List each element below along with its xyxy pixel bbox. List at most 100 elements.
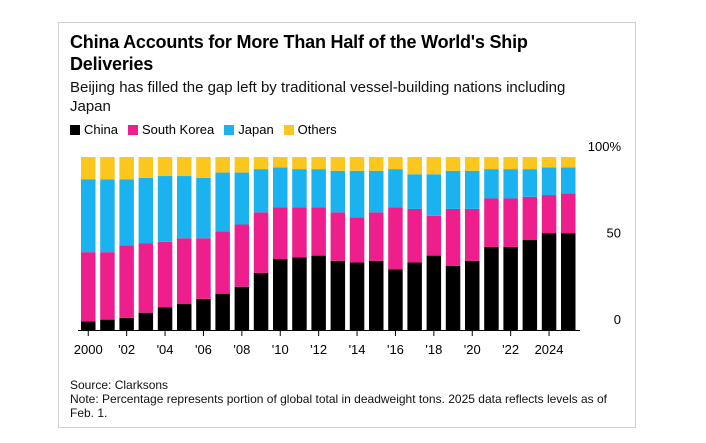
bar-china-2023 (522, 240, 538, 330)
bar-others-2002 (119, 157, 134, 180)
bar-japan-2007 (215, 172, 230, 232)
bar-south-korea-2022 (503, 198, 518, 247)
bar-china-2025 (561, 233, 576, 330)
bar-south-korea-2012 (311, 207, 326, 256)
bar-others-2017 (407, 157, 422, 175)
bar-others-2013 (330, 157, 346, 171)
bar-china-2007 (215, 293, 230, 330)
legend-label-others: Others (297, 122, 337, 137)
bar-china-2008 (234, 286, 250, 330)
legend-label-south-korea: South Korea (141, 122, 215, 137)
bar-others-2001 (100, 157, 115, 180)
x-tick-label: '04 (157, 342, 174, 357)
bar-japan-2020 (465, 170, 480, 209)
x-tick-label: '20 (464, 342, 481, 357)
bar-south-korea-2025 (561, 193, 576, 234)
bar-others-2008 (234, 157, 250, 173)
bar-japan-2010 (273, 167, 288, 208)
bar-china-2019 (445, 265, 461, 330)
legend-swatch-south-korea (127, 125, 138, 135)
bar-south-korea-2004 (157, 241, 173, 308)
x-tick-label: '22 (502, 342, 519, 357)
bar-japan-2014 (349, 170, 365, 218)
bar-others-2003 (138, 157, 154, 178)
bar-japan-2019 (445, 170, 461, 209)
bar-others-2021 (484, 157, 499, 170)
bar-south-korea-2018 (426, 215, 442, 256)
bar-china-2017 (407, 262, 422, 330)
legend-swatch-china (70, 125, 80, 135)
bar-japan-2017 (407, 174, 422, 209)
chart-subtitle: Beijing has filled the gap left by tradi… (70, 79, 566, 115)
legend-item-japan: Japan (224, 122, 274, 138)
chart-title: China Accounts for More Than Half of the… (70, 32, 528, 74)
bar-japan-2003 (138, 177, 154, 244)
bar-others-2006 (196, 157, 211, 178)
bar-others-2019 (445, 157, 461, 171)
bar-japan-2016 (388, 169, 403, 208)
bar-china-2012 (311, 255, 326, 330)
bar-south-korea-2003 (138, 243, 154, 313)
legend-swatch-japan (224, 125, 235, 135)
bar-others-2012 (311, 157, 326, 170)
bar-others-2022 (503, 157, 518, 170)
x-tick-label: '16 (387, 342, 404, 357)
bar-japan-2006 (196, 177, 211, 239)
bar-china-2014 (349, 262, 365, 330)
bar-japan-2001 (100, 179, 115, 253)
bar-others-2000 (81, 157, 96, 180)
bar-china-2018 (426, 255, 442, 330)
y-tick-label: 50 (607, 226, 621, 241)
bar-japan-2018 (426, 174, 442, 216)
bar-south-korea-2017 (407, 208, 422, 263)
bar-south-korea-2000 (81, 252, 96, 322)
legend-item-south-korea: South Korea (127, 122, 215, 138)
x-tick-label: '12 (310, 342, 327, 357)
x-tick-label: '18 (425, 342, 442, 357)
bar-japan-2025 (561, 167, 576, 194)
bar-japan-2000 (81, 179, 96, 253)
bar-china-2015 (369, 260, 384, 330)
bar-south-korea-2002 (119, 245, 134, 318)
x-tick-label: '02 (118, 342, 135, 357)
bar-japan-2011 (292, 169, 307, 208)
bar-japan-2009 (253, 169, 269, 213)
bar-others-2015 (369, 157, 384, 171)
bar-south-korea-2009 (253, 212, 269, 273)
bar-south-korea-2016 (388, 207, 403, 270)
bar-south-korea-2011 (292, 207, 307, 258)
bar-others-2011 (292, 157, 307, 170)
bar-south-korea-2005 (177, 238, 192, 305)
bar-japan-2012 (311, 169, 326, 208)
bar-china-2022 (503, 246, 518, 330)
bar-china-2021 (484, 246, 499, 330)
note-text: Note: Percentage represents portion of g… (70, 392, 607, 420)
bar-china-2003 (138, 312, 154, 330)
bar-others-2024 (541, 157, 557, 168)
bar-japan-2024 (541, 167, 557, 196)
x-tick-label: '06 (195, 342, 212, 357)
bar-others-2010 (273, 157, 288, 168)
bar-japan-2005 (177, 176, 192, 239)
bar-others-2009 (253, 157, 269, 170)
source-text: Source: Clarksons (70, 378, 169, 392)
bar-others-2016 (388, 157, 403, 170)
bar-china-2002 (119, 317, 134, 330)
bar-south-korea-2013 (330, 212, 346, 261)
bar-south-korea-2014 (349, 217, 365, 263)
bar-south-korea-2019 (445, 208, 461, 266)
legend-item-others: Others (283, 122, 337, 138)
bar-south-korea-2023 (522, 196, 538, 241)
bar-south-korea-2010 (273, 207, 288, 260)
bar-others-2018 (426, 157, 442, 175)
legend: China South Korea Japan Others (70, 122, 337, 138)
x-tick-label: '08 (233, 342, 250, 357)
bar-others-2023 (522, 157, 538, 170)
bar-japan-2008 (234, 172, 250, 225)
bar-others-2004 (157, 157, 173, 177)
bar-china-2016 (388, 269, 403, 330)
x-tick-label: 2000 (74, 342, 103, 357)
bar-south-korea-2020 (465, 208, 480, 261)
bar-china-2001 (100, 319, 115, 330)
chart-frame (58, 22, 636, 428)
